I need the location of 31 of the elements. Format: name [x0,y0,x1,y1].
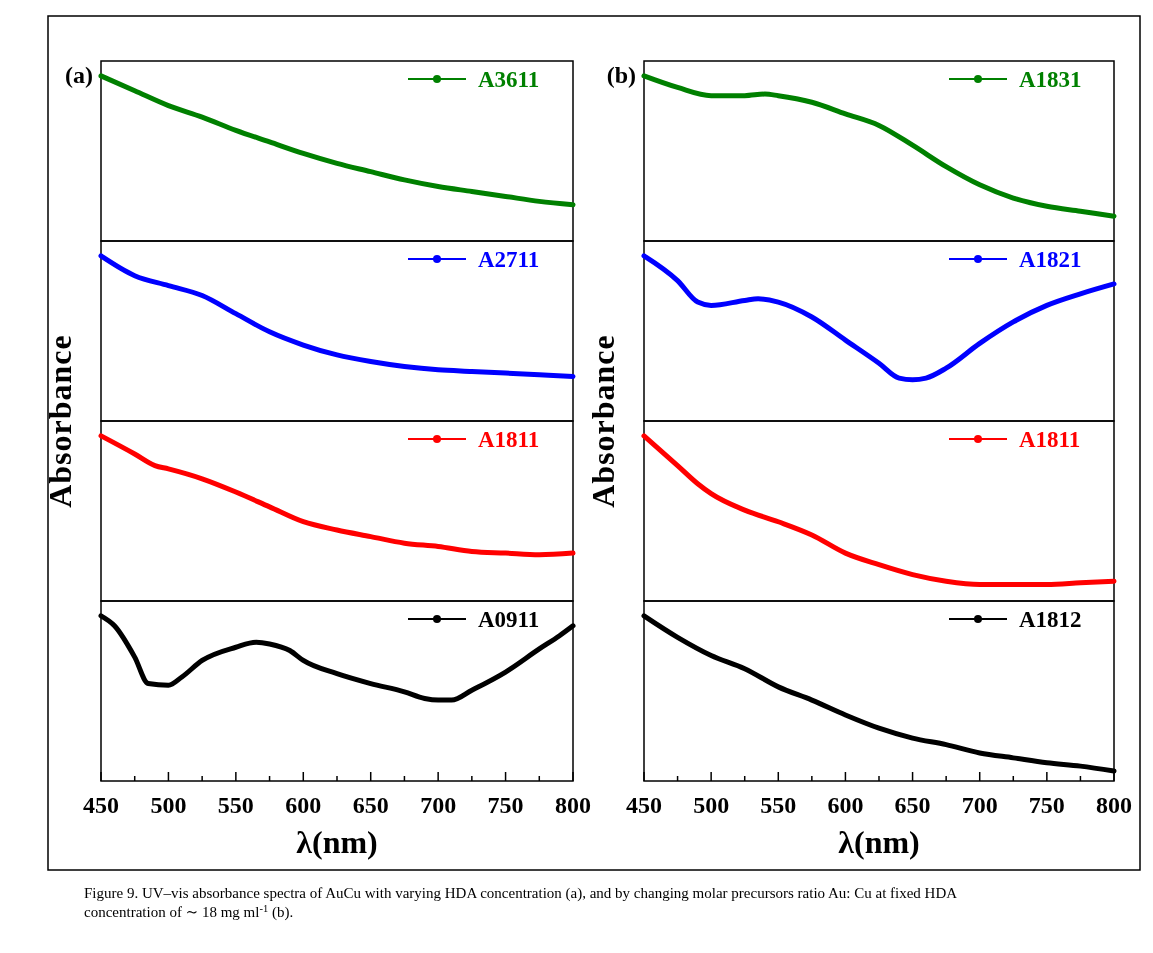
legend-label: A1831 [1019,67,1082,92]
x-axis-title: λ(nm) [296,824,378,860]
legend-label: A1812 [1019,607,1082,632]
legend-label: A1811 [478,427,540,452]
x-tick-label: 600 [827,792,864,818]
x-tick-label: 500 [693,792,730,818]
legend-label: A3611 [478,67,540,92]
x-tick-label: 450 [626,792,662,818]
y-axis-title: Absorbance [585,334,621,508]
legend-label: A2711 [478,247,540,272]
x-axis-title: λ(nm) [838,824,920,860]
legend-label: A1821 [1019,247,1082,272]
x-tick-label: 550 [217,792,254,818]
x-tick-label: 700 [420,792,457,818]
x-tick-label: 550 [760,792,797,818]
x-tick-label: 600 [285,792,322,818]
x-tick-label: 450 [83,792,119,818]
chart-title: (a) [65,62,93,88]
legend-label: A1811 [1019,427,1081,452]
x-tick-label: 700 [961,792,998,818]
x-tick-label: 500 [150,792,187,818]
x-tick-label: 800 [1096,792,1132,818]
y-axis-title: Absorbance [42,334,78,508]
x-tick-label: 750 [487,792,524,818]
chart-title: (b) [606,62,636,88]
legend-label: A0911 [478,607,540,632]
x-tick-label: 650 [894,792,931,818]
x-tick-label: 650 [352,792,389,818]
caption: Figure 9. UV–vis absorbance spectra of AuCu with varying HDA concentration (a), and by changing molar precursors ratio Au: Cu at fixed HDA concentration of ∼ 18 mg ml$^{-1}$ (b). [84,885,958,921]
x-tick-label: 750 [1028,792,1065,818]
x-tick-label: 800 [555,792,591,818]
